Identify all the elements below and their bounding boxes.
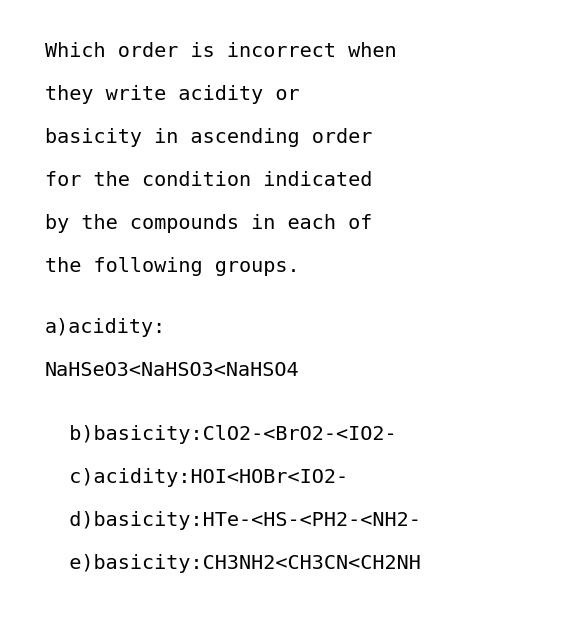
Text: the following groups.: the following groups. [45,257,300,276]
Text: basicity in ascending order: basicity in ascending order [45,128,372,147]
Text: b)basicity:ClO2-<BrO2-<IO2-: b)basicity:ClO2-<BrO2-<IO2- [45,425,397,444]
Text: Which order is incorrect when: Which order is incorrect when [45,42,397,61]
Text: for the condition indicated: for the condition indicated [45,171,372,190]
Text: a)acidity:: a)acidity: [45,318,166,337]
Text: by the compounds in each of: by the compounds in each of [45,214,372,233]
Text: NaHSeO3<NaHSO3<NaHSO4: NaHSeO3<NaHSO3<NaHSO4 [45,361,300,380]
Text: they write acidity or: they write acidity or [45,85,300,104]
Text: c)acidity:HOI<HOBr<IO2-: c)acidity:HOI<HOBr<IO2- [45,468,348,487]
Text: e)basicity:CH3NH2<CH3CN<CH2NH: e)basicity:CH3NH2<CH3CN<CH2NH [45,554,421,573]
Text: d)basicity:HTe-<HS-<PH2-<NH2-: d)basicity:HTe-<HS-<PH2-<NH2- [45,511,421,530]
